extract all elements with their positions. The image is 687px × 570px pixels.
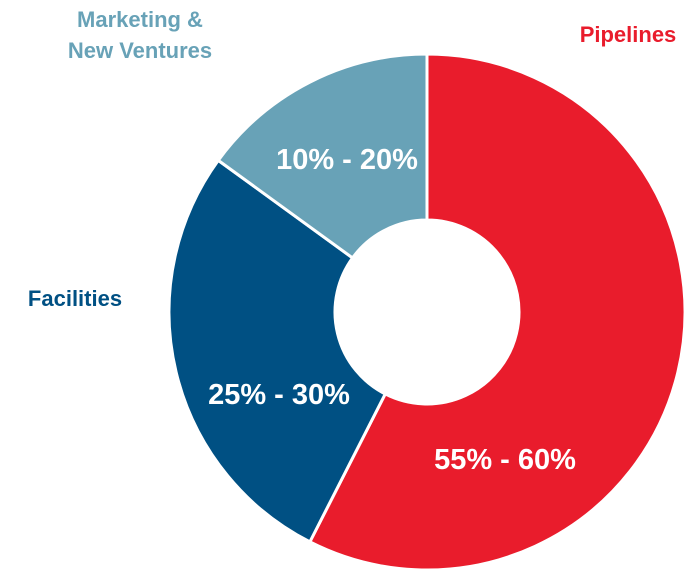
- slice-marketing-new-ventures: [216, 52, 429, 260]
- marketing-value-label: 10% - 20%: [276, 144, 418, 176]
- marketing-category-label-line1: Marketing &: [77, 7, 203, 32]
- facilities-category-label: Facilities: [28, 286, 122, 311]
- facilities-value-label: 25% - 30%: [208, 379, 350, 411]
- slice-facilities: [167, 158, 387, 544]
- pipelines-value-label: 55% - 60%: [434, 444, 576, 476]
- pipelines-category-label: Pipelines: [580, 22, 677, 47]
- marketing-category-label-line2: New Ventures: [68, 38, 212, 63]
- slice-pipelines: [308, 52, 687, 570]
- donut-slices: [167, 52, 687, 570]
